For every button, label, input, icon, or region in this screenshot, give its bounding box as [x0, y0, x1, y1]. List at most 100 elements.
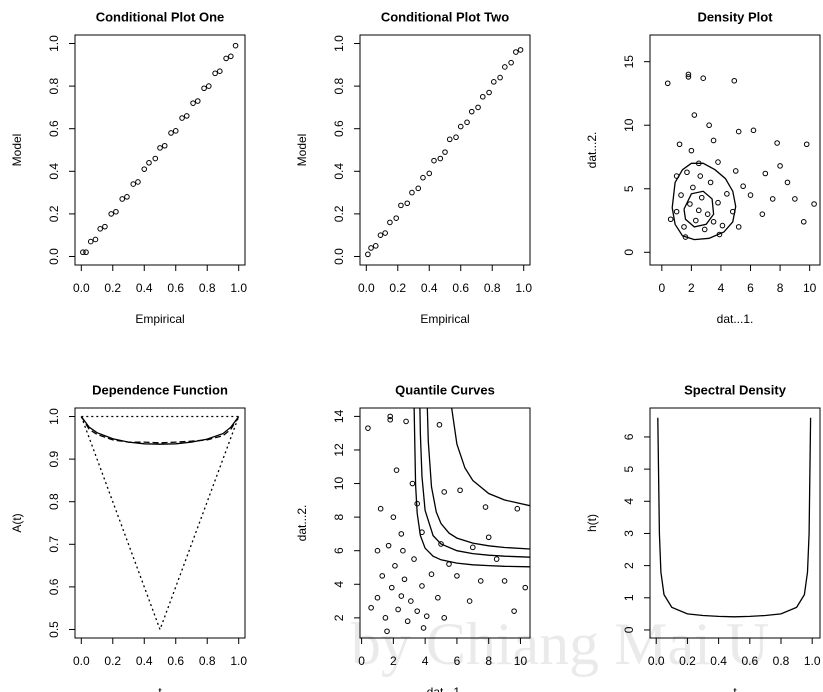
- point: [398, 531, 405, 537]
- point: [715, 159, 721, 165]
- point: [690, 184, 696, 191]
- point: [377, 505, 384, 512]
- panel: Density Plot dat...1. dat...2. 0 2 4 6 8 10 0 5 10 1…: [585, 9, 821, 326]
- point: [87, 238, 94, 245]
- y-tick-label: 0: [622, 626, 636, 633]
- y-tick-label: 0.8: [332, 77, 346, 94]
- point: [485, 534, 492, 541]
- y-tick-label: 0.2: [332, 205, 346, 222]
- x-tick-label: 0: [658, 281, 665, 295]
- point: [482, 504, 489, 510]
- point: [800, 218, 807, 225]
- y-tick-label: 10: [622, 118, 636, 132]
- point: [387, 413, 393, 420]
- point: [740, 183, 746, 190]
- curve: [426, 408, 530, 550]
- y-axis-label: Model: [10, 134, 24, 167]
- x-tick-label: 0.6: [452, 281, 469, 295]
- point: [490, 79, 497, 85]
- point: [420, 625, 427, 631]
- point: [223, 55, 229, 62]
- plot-area: [80, 415, 240, 632]
- point: [673, 208, 680, 215]
- point: [685, 71, 692, 78]
- chart-title: Quantile Curves: [395, 382, 495, 397]
- point: [731, 77, 738, 84]
- plot-frame: [649, 34, 821, 266]
- y-tick-label: 2: [622, 562, 636, 569]
- curve: [80, 416, 240, 445]
- point: [684, 169, 690, 176]
- y-tick-label: 6: [622, 433, 636, 440]
- point: [119, 196, 126, 202]
- point: [157, 145, 163, 151]
- point: [409, 189, 415, 196]
- point: [201, 85, 207, 92]
- point: [415, 185, 422, 192]
- point: [508, 59, 514, 66]
- point: [784, 179, 791, 186]
- y-tick-label: 4: [622, 498, 636, 505]
- x-tick-label: 0.0: [648, 654, 665, 668]
- y-tick-label: 1: [622, 594, 636, 601]
- point: [685, 74, 692, 80]
- panel: Dependence Function t A(t) 0.0 0.2 0.4 0.6 0.8 1…: [10, 382, 247, 692]
- y-tick-label: 0.0: [332, 248, 346, 265]
- point: [468, 108, 475, 115]
- x-tick-label: 8: [777, 281, 784, 295]
- point: [719, 222, 726, 229]
- x-axis-label: Empirical: [135, 312, 184, 326]
- plot-frame: [359, 407, 531, 639]
- point: [700, 75, 707, 82]
- y-tick-label: 0.5: [47, 621, 61, 638]
- x-tick-label: 0.6: [167, 654, 184, 668]
- point: [466, 598, 473, 604]
- point: [414, 608, 420, 614]
- point: [707, 179, 714, 186]
- y-tick-label: 0.0: [47, 248, 61, 265]
- x-tick-label: 0.2: [104, 281, 121, 295]
- point: [92, 236, 99, 243]
- point: [232, 42, 239, 49]
- curve: [413, 408, 530, 568]
- point: [774, 140, 780, 146]
- point: [493, 556, 500, 562]
- point: [698, 194, 705, 201]
- point: [514, 505, 521, 512]
- y-tick-label: 0: [622, 249, 636, 256]
- point: [687, 201, 693, 207]
- point: [811, 201, 817, 207]
- point: [113, 208, 119, 215]
- point: [732, 168, 739, 174]
- x-axis-label: t: [733, 685, 737, 692]
- point: [146, 159, 152, 166]
- x-tick-label: 4: [718, 281, 725, 295]
- point: [436, 421, 443, 428]
- point: [423, 613, 430, 619]
- point: [446, 136, 453, 143]
- x-tick-label: 4: [422, 654, 429, 668]
- point: [152, 155, 159, 162]
- x-tick-label: 0: [358, 654, 365, 668]
- point: [697, 173, 704, 179]
- y-tick-label: 3: [622, 530, 636, 537]
- watermark: by Chiang Mai U: [351, 611, 769, 677]
- point: [387, 416, 393, 423]
- y-tick-label: 0.4: [47, 163, 61, 180]
- x-tick-label: 0.8: [199, 281, 216, 295]
- curve: [80, 416, 240, 444]
- point: [759, 211, 766, 217]
- point: [385, 542, 392, 549]
- y-tick-label: 6: [332, 547, 346, 554]
- point: [453, 134, 459, 141]
- x-tick-label: 0.8: [773, 654, 790, 668]
- panel: Conditional Plot Two Empirical Model 0.0 0.2…: [295, 9, 532, 326]
- y-tick-label: 1.0: [47, 35, 61, 52]
- y-axis-label: dat...2.: [585, 132, 599, 169]
- x-tick-label: 0.0: [73, 281, 90, 295]
- curve: [671, 162, 737, 241]
- point: [390, 514, 397, 520]
- point: [667, 216, 674, 223]
- x-axis-label: Empirical: [420, 312, 469, 326]
- point: [777, 163, 783, 169]
